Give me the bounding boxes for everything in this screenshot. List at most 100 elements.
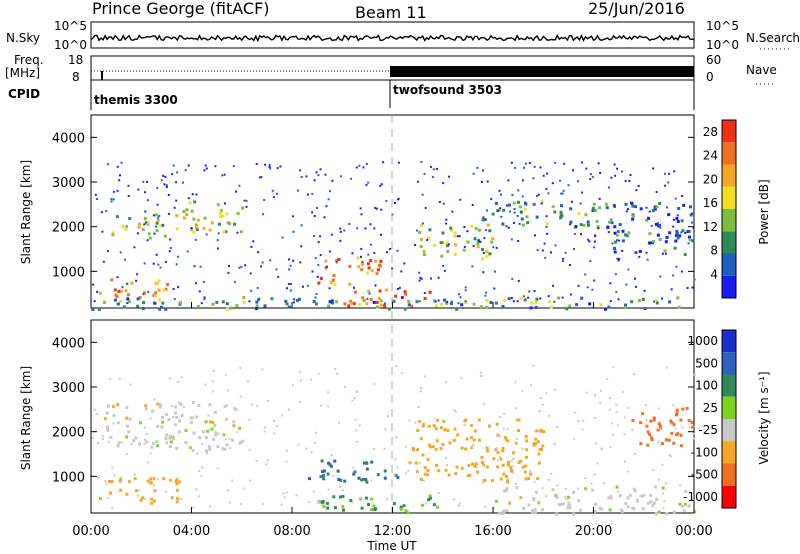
- velocity-cell: [285, 449, 288, 452]
- power-cell: [680, 270, 683, 273]
- power-cell: [569, 220, 573, 224]
- velocity-cell: [593, 473, 596, 476]
- velocity-cell: [661, 463, 664, 466]
- velocity-cell: [576, 487, 579, 490]
- power-cell: [501, 305, 505, 308]
- velocity-cell: [339, 485, 342, 488]
- velocity-cell: [506, 427, 509, 430]
- power-cell: [575, 303, 579, 307]
- y-tick-label: 2000: [52, 426, 85, 441]
- velocity-cell: [273, 432, 276, 435]
- velocity-cell: [681, 407, 685, 411]
- velocity-cell: [657, 440, 660, 443]
- power-cell: [416, 180, 419, 183]
- power-cell: [614, 273, 617, 276]
- power-cell: [484, 229, 487, 232]
- velocity-cell: [479, 374, 482, 377]
- velocity-cell: [177, 381, 180, 383]
- power-cell: [610, 221, 614, 225]
- power-cell: [163, 183, 166, 186]
- power-cell: [379, 259, 383, 263]
- velocity-cell: [358, 424, 361, 427]
- power-cell: [485, 255, 489, 258]
- power-cell: [631, 217, 635, 221]
- velocity-cell: [509, 466, 513, 469]
- nave-bar: [390, 66, 694, 77]
- power-cell: [523, 298, 527, 302]
- power-cell: [255, 307, 258, 311]
- velocity-cell: [498, 455, 501, 458]
- power-cell: [257, 297, 261, 301]
- velocity-cell: [416, 429, 420, 432]
- power-cell: [369, 298, 373, 301]
- power-cell: [203, 216, 207, 220]
- power-cell: [657, 222, 659, 225]
- velocity-cell: [130, 443, 133, 446]
- power-cell: [453, 234, 457, 238]
- velocity-cell: [650, 436, 653, 440]
- velocity-cell: [224, 438, 227, 441]
- velocity-cell: [501, 463, 505, 467]
- power-cell: [599, 172, 602, 174]
- power-cell: [121, 224, 125, 228]
- power-cell: [598, 206, 602, 210]
- power-cell: [423, 172, 426, 175]
- power-cell: [627, 268, 630, 271]
- velocity-cell: [476, 470, 480, 474]
- velocity-cell: [125, 492, 129, 496]
- velocity-cell: [522, 506, 526, 510]
- power-cell: [625, 210, 628, 213]
- power-colorbar-tick: 12: [703, 220, 718, 234]
- velocity-cell: [626, 505, 630, 509]
- power-cell: [396, 249, 399, 252]
- velocity-cell: [370, 508, 373, 511]
- power-cell: [570, 200, 573, 203]
- power-cell: [428, 228, 432, 232]
- power-cell: [195, 282, 197, 285]
- power-cell: [414, 244, 417, 246]
- velocity-cell: [538, 430, 541, 433]
- velocity-cell: [435, 505, 439, 509]
- power-cell: [378, 289, 382, 293]
- power-cell: [276, 167, 279, 170]
- power-cell: [155, 221, 159, 225]
- power-cell: [540, 202, 543, 205]
- power-cell: [693, 278, 696, 281]
- power-cell: [182, 210, 186, 213]
- velocity-cell: [496, 451, 500, 455]
- velocity-cell: [138, 420, 141, 423]
- power-cell: [221, 214, 225, 218]
- power-cell: [173, 298, 176, 301]
- power-cell: [500, 193, 502, 196]
- power-cell: [589, 260, 592, 263]
- velocity-cell: [656, 428, 660, 432]
- velocity-cell: [561, 502, 565, 506]
- velocity-cell: [648, 432, 652, 436]
- velocity-cell: [359, 497, 363, 501]
- power-cell: [557, 296, 561, 300]
- power-cell: [159, 266, 162, 269]
- velocity-cell: [327, 391, 330, 394]
- power-cell: [187, 197, 190, 200]
- power-cell: [299, 261, 302, 264]
- power-cell: [164, 287, 168, 291]
- velocity-cell: [169, 434, 172, 438]
- power-cell: [490, 198, 493, 201]
- power-cell: [623, 306, 627, 309]
- velocity-cell: [261, 368, 264, 371]
- power-cell: [154, 213, 158, 217]
- y-tick-label: 2000: [52, 221, 85, 236]
- power-cell: [307, 193, 309, 196]
- power-cell: [512, 201, 516, 205]
- power-cell: [481, 248, 484, 252]
- power-cell: [378, 264, 382, 268]
- power-heatmap: [91, 160, 696, 311]
- power-cell: [328, 287, 331, 290]
- velocity-cell: [519, 496, 523, 500]
- power-cell: [554, 244, 557, 247]
- power-cell: [655, 301, 659, 305]
- power-cell: [276, 192, 278, 195]
- velocity-cell: [482, 463, 486, 467]
- velocity-cell: [326, 501, 329, 505]
